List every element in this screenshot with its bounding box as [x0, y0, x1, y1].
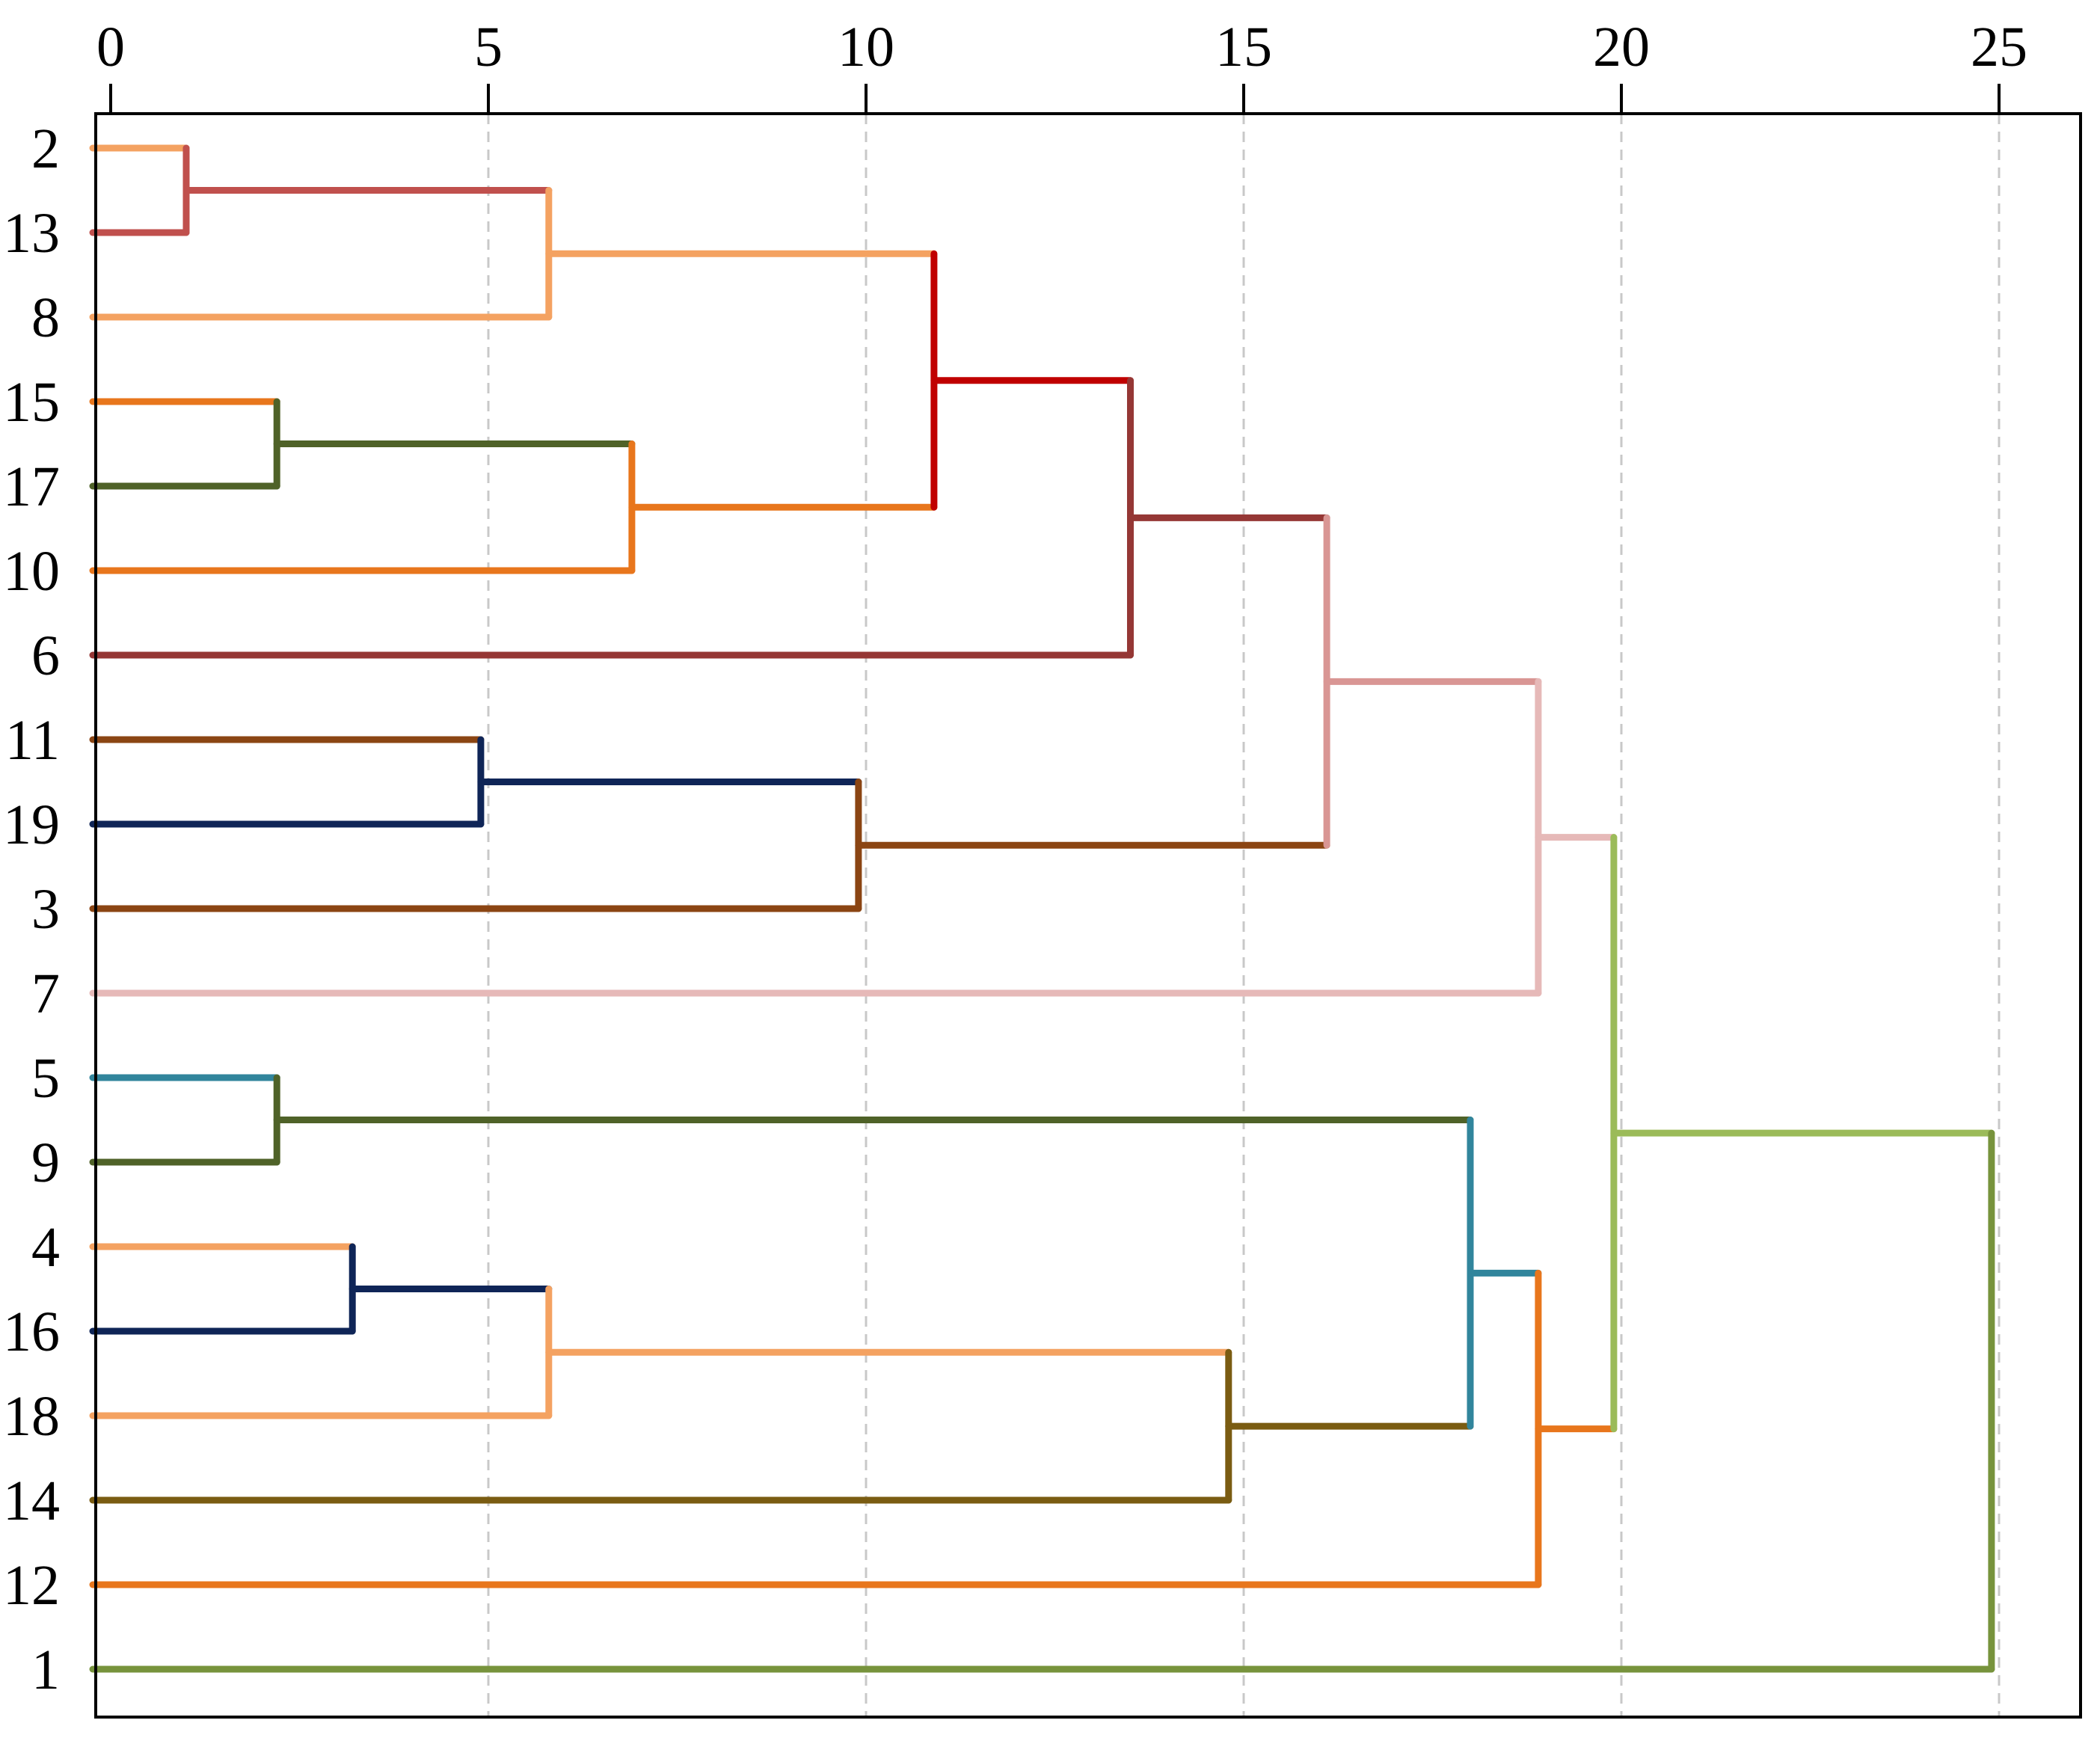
x-tick-label-20: 20 — [1593, 16, 1650, 79]
x-tick-label-10: 10 — [838, 16, 894, 79]
leaf-label-11: 11 — [5, 709, 60, 772]
leaf-label-2: 2 — [31, 117, 60, 180]
leaf-label-8: 8 — [31, 286, 60, 349]
leaf-labels: 2 13 8 15 17 10 6 11 19 3 7 5 9 4 16 18 14 12 1 — [3, 117, 60, 1701]
x-tick-label-0: 0 — [96, 16, 125, 79]
leaf-label-18: 18 — [3, 1385, 60, 1448]
leaf-label-9: 9 — [31, 1131, 60, 1194]
grid-lines — [487, 114, 2001, 1717]
leaf-label-17: 17 — [3, 455, 60, 518]
leaf-label-4: 4 — [31, 1216, 60, 1279]
leaf-label-15: 15 — [3, 371, 60, 434]
leaf-label-19: 19 — [3, 793, 60, 856]
x-tick-label-25: 25 — [1971, 16, 2027, 79]
leaf-label-12: 12 — [3, 1554, 60, 1617]
plot-frame — [94, 112, 2082, 1719]
leaf-label-10: 10 — [3, 540, 60, 603]
x-tick-label-15: 15 — [1215, 16, 1272, 79]
dendrogram-links — [89, 144, 1995, 1673]
leaf-label-3: 3 — [31, 878, 60, 941]
leaf-label-7: 7 — [31, 962, 60, 1025]
leaf-label-1: 1 — [31, 1639, 60, 1701]
leaf-label-6: 6 — [31, 624, 60, 687]
leaf-label-16: 16 — [3, 1301, 60, 1363]
x-axis-ticks: 0 5 10 15 20 25 — [96, 16, 2027, 114]
leaf-label-13: 13 — [3, 202, 60, 265]
leaf-label-5: 5 — [31, 1047, 60, 1110]
leaf-label-14: 14 — [3, 1470, 60, 1532]
x-tick-label-5: 5 — [474, 16, 503, 79]
